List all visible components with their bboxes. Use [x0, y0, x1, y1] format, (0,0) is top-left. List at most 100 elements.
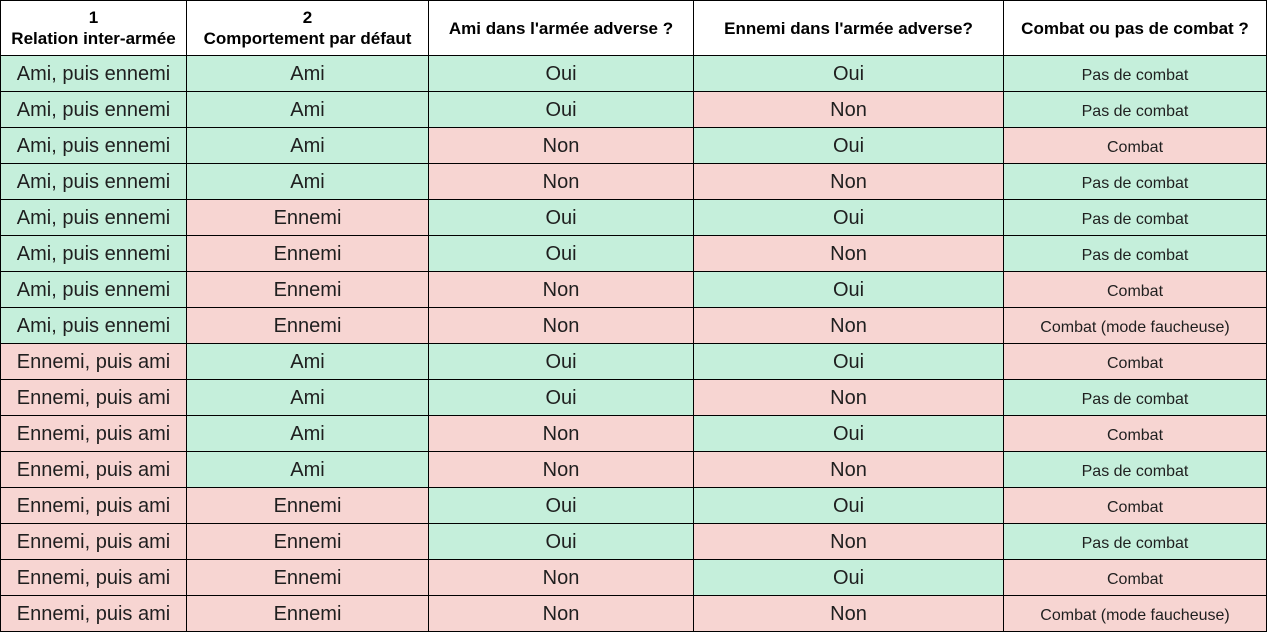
friend-in-enemy-army-cell: Oui	[428, 343, 694, 380]
friend-in-enemy-army-cell: Oui	[428, 487, 694, 524]
combat-outcome-cell: Combat	[1003, 415, 1267, 452]
default-behavior-cell: Ennemi	[186, 235, 429, 272]
relation-cell: Ami, puis ennemi	[0, 91, 187, 128]
table-row: Ennemi, puis ami Ennemi Oui Oui Combat	[0, 487, 1267, 524]
table-row: Ami, puis ennemi Ennemi Non Non Combat (mode…	[0, 307, 1267, 344]
default-behavior-cell: Ennemi	[186, 307, 429, 344]
default-behavior-cell: Ami	[186, 379, 429, 416]
header-relation: 1 Relation inter-armée	[0, 0, 187, 56]
combat-outcome-cell: Combat	[1003, 487, 1267, 524]
header-row: 1 Relation inter-armée 2 Comportement pa…	[0, 0, 1267, 56]
relation-cell: Ennemi, puis ami	[0, 415, 187, 452]
friend-in-enemy-army-cell: Non	[428, 127, 694, 164]
combat-outcome-cell: Combat	[1003, 127, 1267, 164]
table-row: Ennemi, puis ami Ami Non Oui Combat	[0, 415, 1267, 452]
relation-cell: Ami, puis ennemi	[0, 163, 187, 200]
friend-in-enemy-army-cell: Non	[428, 415, 694, 452]
default-behavior-cell: Ami	[186, 91, 429, 128]
enemy-in-enemy-army-cell: Oui	[693, 199, 1004, 236]
relation-cell: Ami, puis ennemi	[0, 235, 187, 272]
combat-outcome-cell: Pas de combat	[1003, 55, 1267, 92]
relation-cell: Ennemi, puis ami	[0, 523, 187, 560]
header-relation-number: 1	[88, 8, 99, 27]
combat-outcome-cell: Pas de combat	[1003, 235, 1267, 272]
enemy-in-enemy-army-cell: Non	[693, 379, 1004, 416]
enemy-in-enemy-army-cell: Oui	[693, 487, 1004, 524]
enemy-in-enemy-army-cell: Oui	[693, 343, 1004, 380]
combat-outcome-cell: Pas de combat	[1003, 199, 1267, 236]
default-behavior-cell: Ami	[186, 343, 429, 380]
friend-in-enemy-army-cell: Non	[428, 595, 694, 632]
relation-cell: Ennemi, puis ami	[0, 487, 187, 524]
enemy-in-enemy-army-cell: Non	[693, 307, 1004, 344]
table-row: Ami, puis ennemi Ennemi Oui Oui Pas de comba…	[0, 199, 1267, 236]
combat-outcome-cell: Combat (mode faucheuse)	[1003, 595, 1267, 632]
relation-cell: Ami, puis ennemi	[0, 307, 187, 344]
friend-in-enemy-army-cell: Oui	[428, 91, 694, 128]
default-behavior-cell: Ennemi	[186, 523, 429, 560]
friend-in-enemy-army-cell: Non	[428, 163, 694, 200]
combat-outcome-cell: Combat	[1003, 559, 1267, 596]
default-behavior-cell: Ennemi	[186, 595, 429, 632]
combat-outcome-cell: Pas de combat	[1003, 163, 1267, 200]
default-behavior-cell: Ami	[186, 127, 429, 164]
header-default-behavior-number: 2	[302, 8, 313, 27]
friend-in-enemy-army-cell: Non	[428, 451, 694, 488]
default-behavior-cell: Ami	[186, 55, 429, 92]
relation-cell: Ennemi, puis ami	[0, 595, 187, 632]
default-behavior-cell: Ennemi	[186, 271, 429, 308]
combat-outcome-cell: Pas de combat	[1003, 523, 1267, 560]
default-behavior-cell: Ennemi	[186, 487, 429, 524]
combat-outcome-cell: Pas de combat	[1003, 379, 1267, 416]
default-behavior-cell: Ennemi	[186, 199, 429, 236]
friend-in-enemy-army-cell: Non	[428, 559, 694, 596]
table-row: Ennemi, puis ami Ami Oui Non Pas de combat	[0, 379, 1267, 416]
enemy-in-enemy-army-cell: Oui	[693, 559, 1004, 596]
friend-in-enemy-army-cell: Oui	[428, 379, 694, 416]
enemy-in-enemy-army-cell: Oui	[693, 271, 1004, 308]
table-row: Ami, puis ennemi Ami Oui Non Pas de combat	[0, 91, 1267, 128]
enemy-in-enemy-army-cell: Non	[693, 235, 1004, 272]
table-row: Ennemi, puis ami Ennemi Oui Non Pas de comba…	[0, 523, 1267, 560]
enemy-in-enemy-army-cell: Non	[693, 163, 1004, 200]
table-row: Ami, puis ennemi Ami Non Oui Combat	[0, 127, 1267, 164]
header-relation-title: Relation inter-armée	[11, 29, 176, 48]
combat-outcome-cell: Combat	[1003, 343, 1267, 380]
friend-in-enemy-army-cell: Non	[428, 271, 694, 308]
relation-cell: Ami, puis ennemi	[0, 127, 187, 164]
table-row: Ennemi, puis ami Ennemi Non Non Combat (mode…	[0, 595, 1267, 632]
default-behavior-cell: Ami	[186, 451, 429, 488]
enemy-in-enemy-army-cell: Oui	[693, 415, 1004, 452]
relation-cell: Ami, puis ennemi	[0, 199, 187, 236]
header-friend-in-enemy-army-title: Ami dans l'armée adverse ?	[448, 18, 674, 38]
relation-cell: Ami, puis ennemi	[0, 55, 187, 92]
table-body: Ami, puis ennemi Ami Oui Oui Pas de combat Am…	[0, 55, 1267, 632]
relation-cell: Ennemi, puis ami	[0, 451, 187, 488]
default-behavior-cell: Ami	[186, 415, 429, 452]
relation-cell: Ennemi, puis ami	[0, 379, 187, 416]
header-enemy-in-enemy-army: Ennemi dans l'armée adverse?	[693, 0, 1004, 56]
header-combat-outcome: Combat ou pas de combat ?	[1003, 0, 1267, 56]
friend-in-enemy-army-cell: Oui	[428, 199, 694, 236]
header-default-behavior-title: Comportement par défaut	[203, 29, 412, 48]
header-enemy-in-enemy-army-title: Ennemi dans l'armée adverse?	[724, 18, 973, 38]
relation-cell: Ami, puis ennemi	[0, 271, 187, 308]
combat-outcome-cell: Combat (mode faucheuse)	[1003, 307, 1267, 344]
default-behavior-cell: Ennemi	[186, 559, 429, 596]
header-default-behavior: 2 Comportement par défaut	[186, 0, 429, 56]
enemy-in-enemy-army-cell: Non	[693, 595, 1004, 632]
combat-outcome-cell: Pas de combat	[1003, 451, 1267, 488]
enemy-in-enemy-army-cell: Non	[693, 91, 1004, 128]
header-combat-outcome-title: Combat ou pas de combat ?	[1021, 18, 1249, 38]
table-row: Ami, puis ennemi Ami Oui Oui Pas de combat	[0, 55, 1267, 92]
enemy-in-enemy-army-cell: Non	[693, 451, 1004, 488]
friend-in-enemy-army-cell: Non	[428, 307, 694, 344]
enemy-in-enemy-army-cell: Oui	[693, 127, 1004, 164]
table-row: Ennemi, puis ami Ennemi Non Oui Combat	[0, 559, 1267, 596]
combat-outcome-cell: Combat	[1003, 271, 1267, 308]
relation-cell: Ennemi, puis ami	[0, 559, 187, 596]
table-row: Ennemi, puis ami Ami Non Non Pas de combat	[0, 451, 1267, 488]
header-friend-in-enemy-army: Ami dans l'armée adverse ?	[428, 0, 694, 56]
table-row: Ami, puis ennemi Ami Non Non Pas de combat	[0, 163, 1267, 200]
